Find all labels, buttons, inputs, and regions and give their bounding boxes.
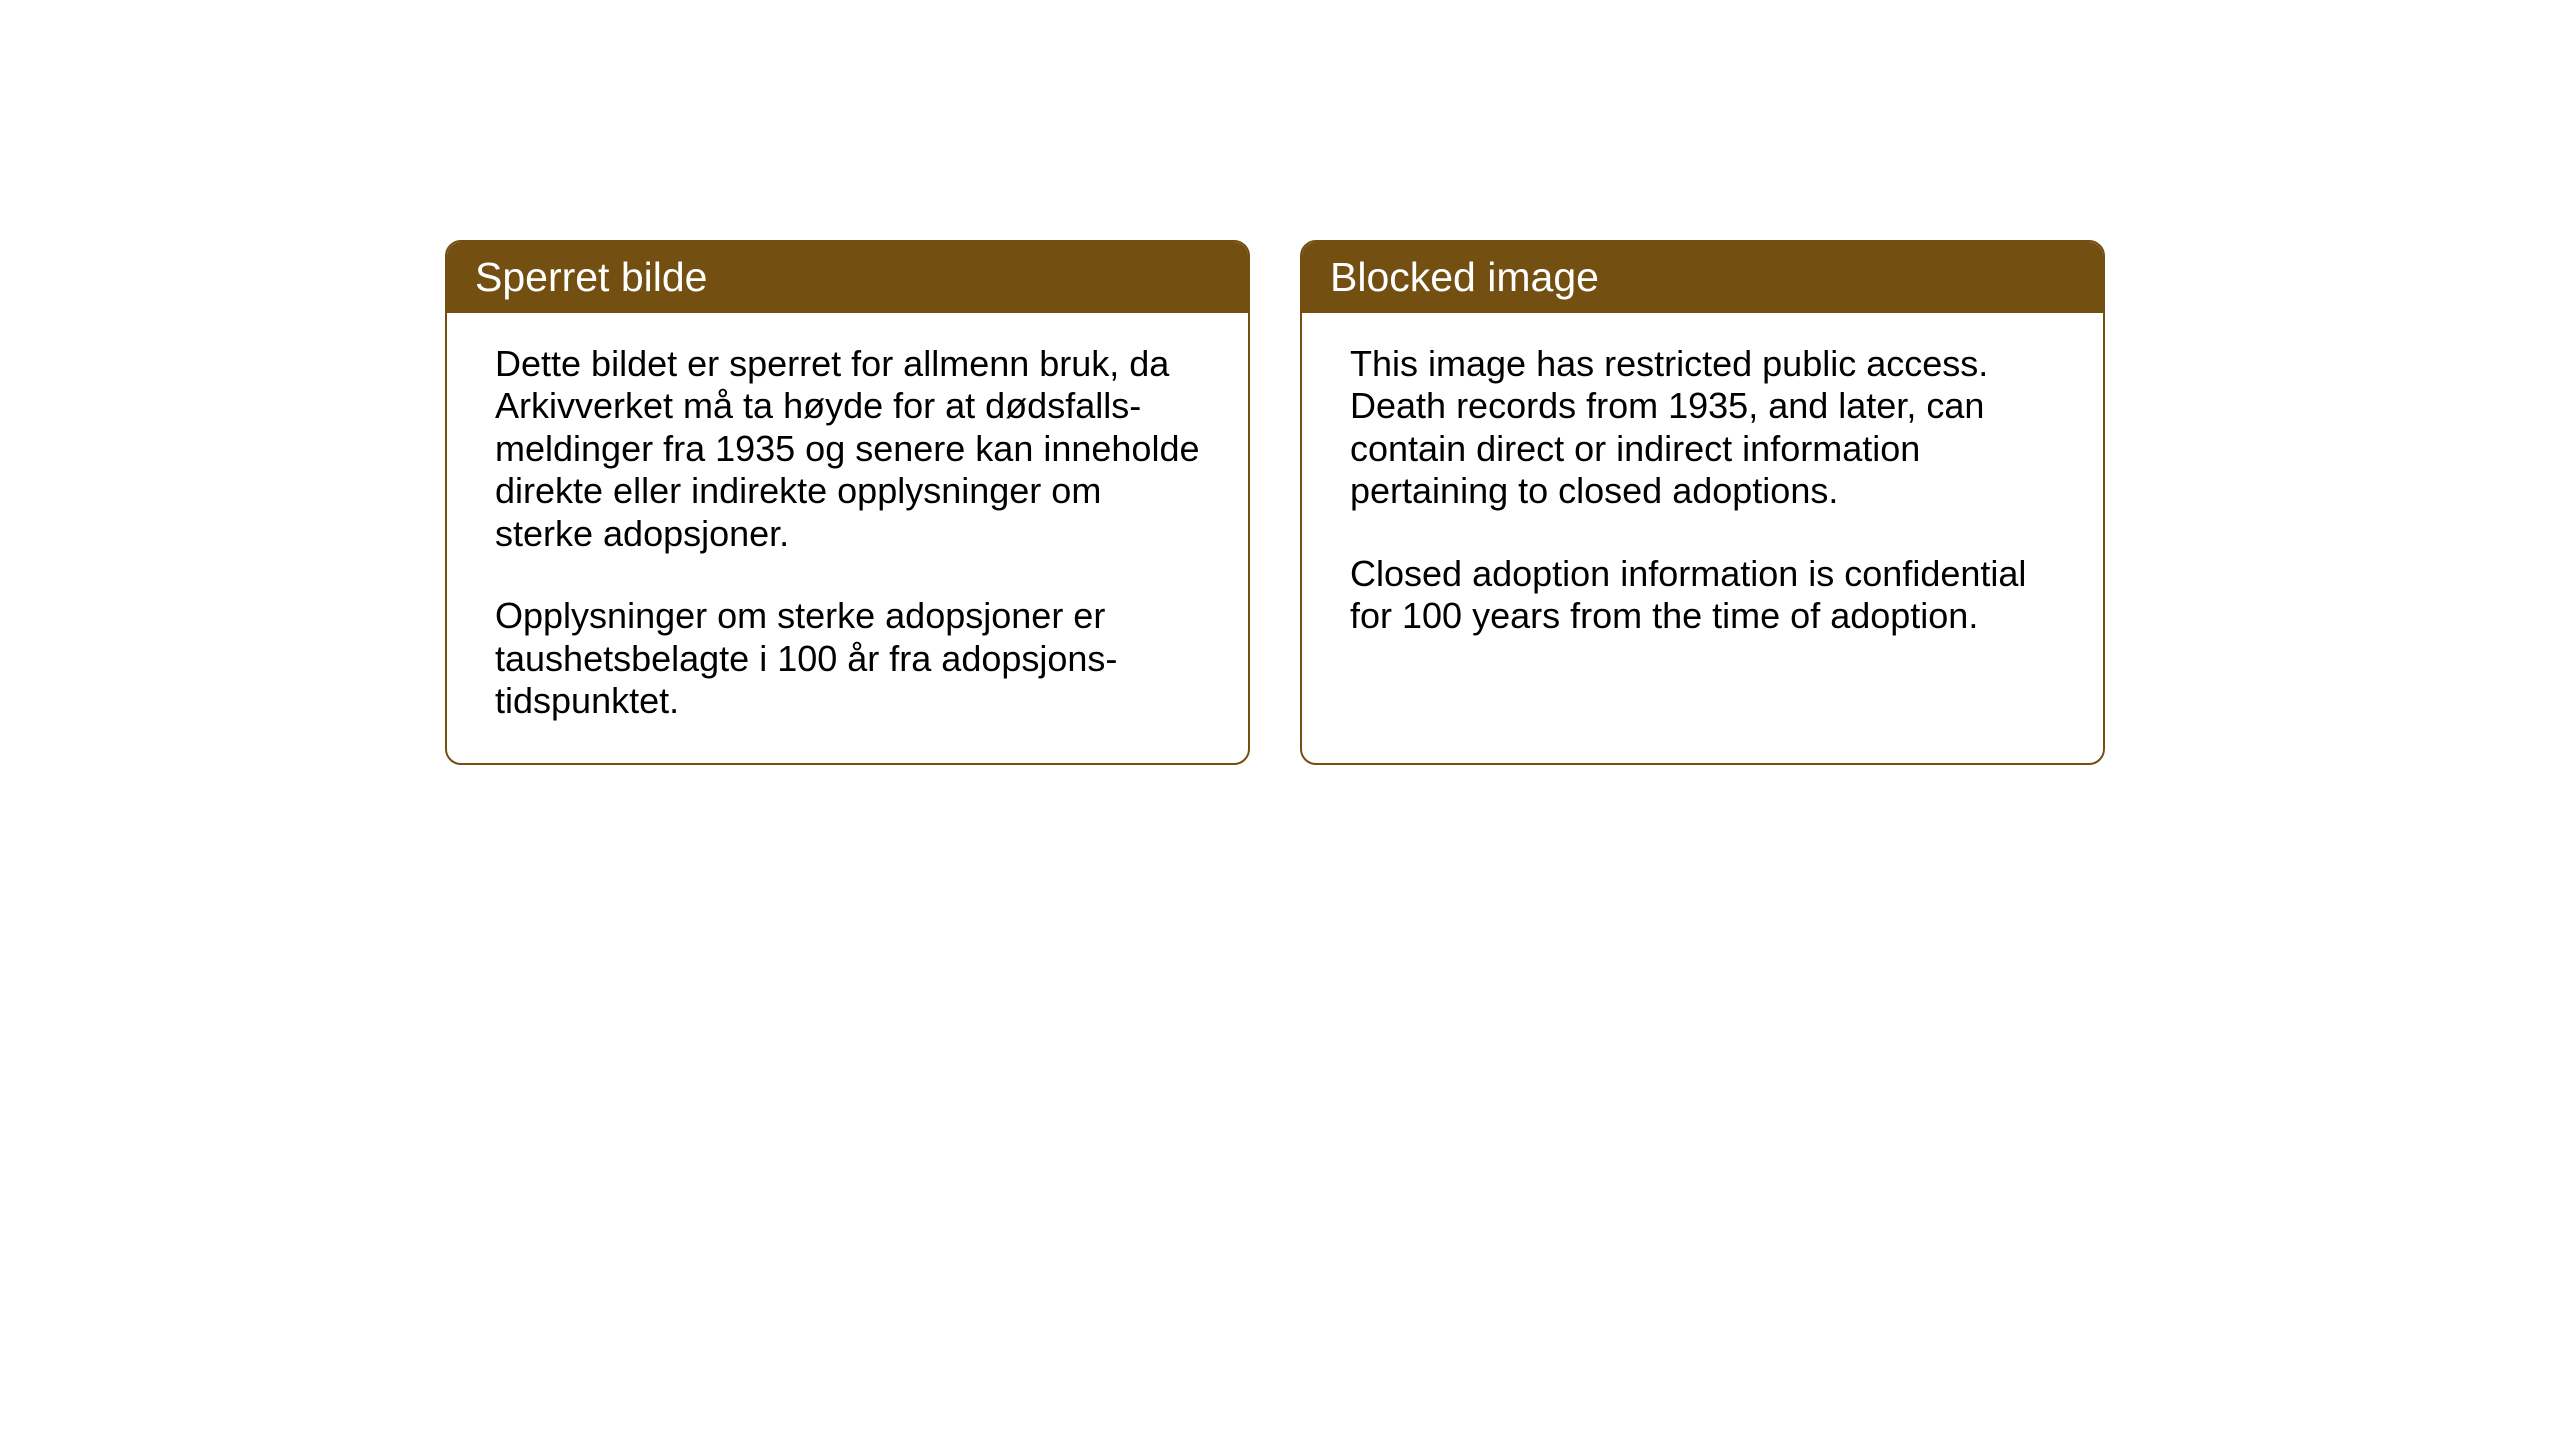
notice-body-english: This image has restricted public access.… (1302, 313, 2103, 753)
notice-card-norwegian: Sperret bilde Dette bildet er sperret fo… (445, 240, 1250, 765)
notice-header-english: Blocked image (1302, 242, 2103, 313)
notice-title-english: Blocked image (1330, 254, 1599, 300)
notice-paragraph-1-norwegian: Dette bildet er sperret for allmenn bruk… (495, 343, 1200, 555)
notice-container: Sperret bilde Dette bildet er sperret fo… (0, 0, 2560, 765)
notice-card-english: Blocked image This image has restricted … (1300, 240, 2105, 765)
notice-title-norwegian: Sperret bilde (475, 254, 707, 300)
notice-paragraph-2-english: Closed adoption information is confident… (1350, 553, 2055, 638)
notice-header-norwegian: Sperret bilde (447, 242, 1248, 313)
notice-paragraph-1-english: This image has restricted public access.… (1350, 343, 2055, 513)
notice-paragraph-2-norwegian: Opplysninger om sterke adopsjoner er tau… (495, 595, 1200, 722)
notice-body-norwegian: Dette bildet er sperret for allmenn bruk… (447, 313, 1248, 763)
